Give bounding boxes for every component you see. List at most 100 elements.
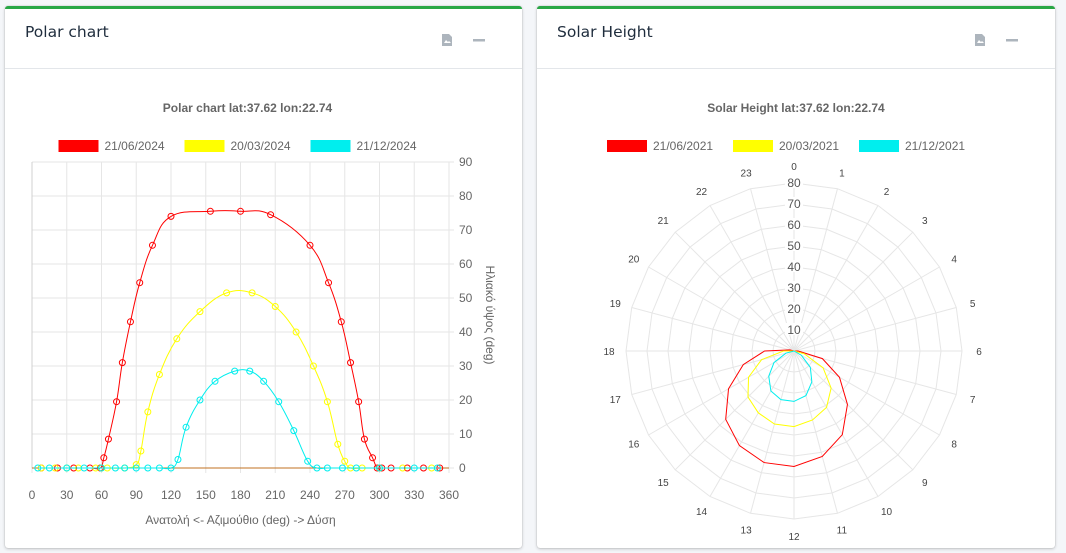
radar-category-label: 6 (976, 347, 982, 358)
radar-spoke (750, 350, 795, 514)
radar-category-label: 9 (922, 478, 928, 489)
tick-label-backdrop (785, 260, 803, 272)
radar-category-label: 0 (791, 162, 797, 173)
legend-swatch (733, 140, 773, 152)
y-tick-label: 20 (459, 393, 473, 407)
chart-title: Polar chart lat:37.62 lon:22.74 (163, 101, 333, 115)
data-point (376, 464, 383, 472)
save-image-icon[interactable] (973, 33, 987, 47)
x-tick-label: 30 (60, 488, 74, 502)
data-point (323, 464, 331, 472)
radar-category-label: 14 (696, 507, 708, 518)
data-point (45, 464, 53, 472)
series-polygon (747, 350, 832, 428)
legend-swatch (310, 140, 351, 152)
data-point (111, 464, 119, 472)
radial-tick-label: 80 (787, 176, 801, 190)
data-point (237, 207, 244, 215)
data-point (118, 359, 126, 367)
data-point (334, 440, 342, 448)
card-header: Solar Height (537, 9, 1055, 69)
y-tick-label: 50 (459, 291, 473, 305)
data-point (231, 367, 239, 375)
y-axis-label: Ηλιακό ύψος (deg) (483, 265, 497, 364)
data-point (206, 207, 214, 215)
y-tick-label: 40 (459, 325, 473, 339)
legend-label: 20/03/2021 (779, 139, 839, 153)
data-point (246, 367, 254, 375)
radar-category-label: 1 (839, 168, 845, 179)
radar-spoke (631, 307, 795, 352)
save-image-icon[interactable] (440, 33, 454, 47)
legend-label: 21/06/2024 (105, 139, 165, 153)
data-point (98, 464, 105, 472)
radar-spoke (674, 350, 795, 471)
data-point (132, 464, 140, 472)
radar-spoke (709, 205, 795, 352)
radar-category-label: 11 (837, 526, 848, 537)
minus-icon[interactable] (1005, 33, 1019, 47)
x-tick-label: 210 (265, 488, 285, 502)
data-point (325, 279, 333, 287)
x-tick-label: 90 (130, 488, 144, 502)
data-point (304, 457, 312, 465)
minus-icon[interactable] (472, 33, 486, 47)
radar-category-label: 22 (696, 187, 708, 198)
x-tick-label: 0 (29, 488, 36, 502)
data-point (121, 464, 129, 472)
data-point (223, 289, 231, 297)
data-point (148, 241, 156, 249)
data-point (104, 435, 112, 443)
radial-tick-label: 70 (787, 197, 801, 211)
data-point (410, 464, 418, 472)
data-point (126, 318, 134, 326)
data-point (174, 456, 182, 463)
legend-label: 20/03/2024 (231, 139, 291, 153)
x-tick-label: 150 (196, 488, 216, 502)
radar-category-label: 16 (628, 440, 640, 451)
legend-swatch (184, 140, 225, 152)
tick-label-backdrop (785, 218, 803, 230)
radar-spoke (793, 350, 879, 497)
x-tick-label: 240 (300, 488, 320, 502)
data-point (347, 359, 355, 367)
data-point (292, 328, 300, 336)
radar-category-label: 19 (610, 299, 622, 310)
legend-swatch (859, 140, 899, 152)
data-point (313, 464, 321, 472)
radar-category-label: 21 (658, 216, 670, 227)
x-tick-label: 300 (369, 488, 389, 502)
x-tick-label: 270 (335, 488, 355, 502)
data-point (352, 464, 360, 472)
legend-label: 21/12/2024 (357, 139, 417, 153)
x-tick-label: 360 (439, 488, 459, 502)
data-point (433, 464, 441, 472)
radar-category-label: 8 (951, 440, 957, 451)
y-tick-label: 0 (459, 461, 466, 475)
y-tick-label: 70 (459, 223, 473, 237)
data-point (80, 464, 88, 472)
x-tick-label: 330 (404, 488, 424, 502)
legend-label: 21/12/2021 (905, 139, 965, 153)
tick-label-backdrop (785, 302, 803, 314)
data-point (173, 335, 181, 343)
data-point (260, 377, 268, 385)
radar-spoke (793, 350, 940, 436)
data-point (211, 377, 219, 385)
radar-spoke (793, 350, 914, 471)
tick-label-backdrop (785, 281, 803, 293)
radar-category-label: 17 (610, 395, 622, 406)
data-point (337, 318, 345, 326)
radar-spoke (631, 350, 795, 395)
data-point (136, 279, 144, 287)
card-title: Solar Height (557, 23, 653, 41)
data-point (355, 398, 363, 406)
data-point (167, 464, 175, 472)
y-tick-label: 90 (459, 155, 473, 169)
series-line (41, 289, 432, 470)
radar-spoke (674, 231, 795, 352)
x-tick-label: 180 (230, 488, 250, 502)
data-point (196, 308, 204, 316)
data-point (155, 371, 163, 378)
solar-height-card: Solar Height Solar Height lat:37.62 lon:… (537, 6, 1055, 548)
